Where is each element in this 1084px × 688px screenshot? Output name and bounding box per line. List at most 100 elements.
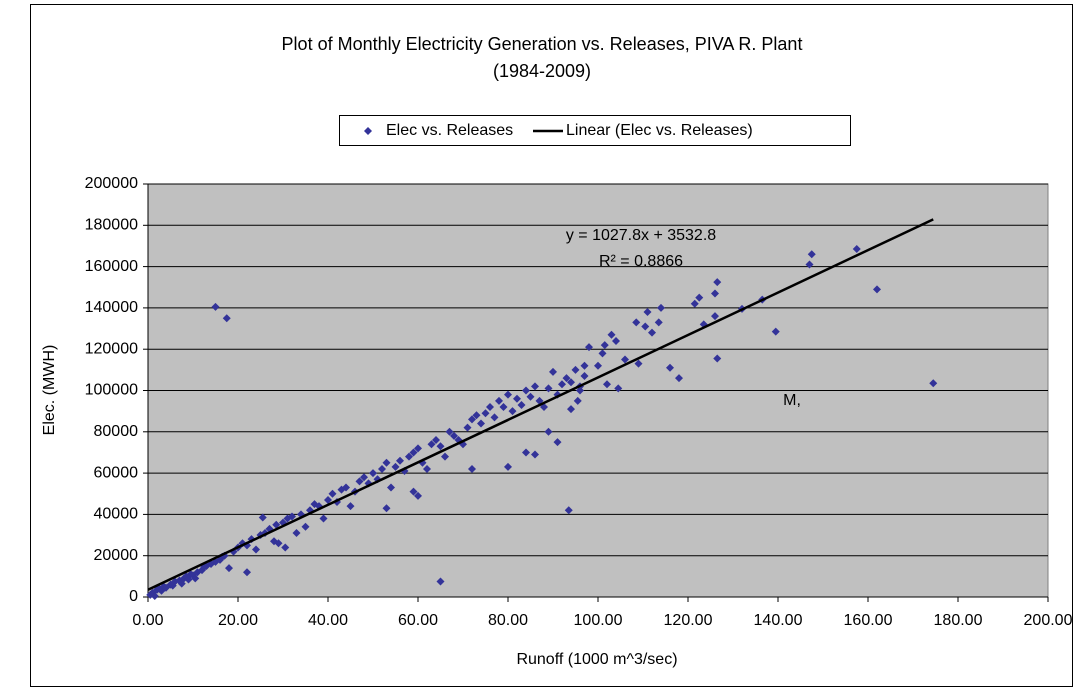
data-point: [222, 314, 231, 323]
data-point: [382, 504, 391, 513]
data-point: [258, 513, 267, 522]
data-point: [387, 483, 395, 492]
chart-title: Plot of Monthly Electricity Generation v…: [282, 34, 803, 54]
y-tick-label: 20000: [94, 547, 139, 564]
data-point: [508, 407, 517, 416]
y-tick-label: 60000: [94, 464, 139, 481]
data-point: [654, 318, 663, 327]
data-point: [634, 359, 643, 368]
annotation: y = 1027.8x + 3532.8: [566, 227, 716, 244]
data-point: [929, 379, 938, 388]
annotation: R² = 0.8866: [599, 253, 683, 270]
data-point: [409, 487, 418, 496]
data-point: [272, 520, 281, 529]
x-tick-label: 180.00: [934, 612, 983, 629]
data-point: [463, 423, 472, 432]
data-point: [355, 477, 364, 486]
data-point: [328, 489, 337, 498]
data-point: [614, 384, 623, 393]
data-point: [477, 419, 485, 428]
legend-label: Elec vs. Releases: [386, 122, 513, 139]
data-point: [643, 308, 652, 317]
data-point: [713, 278, 722, 287]
data-point: [690, 299, 699, 308]
data-point: [711, 312, 719, 321]
data-point: [675, 374, 683, 383]
y-axis-label: Elec. (MWH): [41, 345, 58, 436]
data-point: [301, 522, 310, 531]
data-point: [571, 365, 580, 374]
data-point: [490, 413, 499, 422]
x-tick-label: 60.00: [398, 612, 438, 629]
data-point: [598, 349, 607, 358]
data-point: [252, 545, 260, 554]
x-tick-label: 120.00: [664, 612, 713, 629]
y-tick-label: 180000: [85, 217, 138, 234]
y-tick-label: 160000: [85, 258, 138, 275]
data-point: [641, 322, 650, 331]
data-point: [414, 491, 422, 500]
x-tick-label: 160.00: [844, 612, 893, 629]
data-point: [504, 462, 512, 471]
legend: [339, 115, 851, 146]
data-point: [531, 450, 539, 459]
annotation: M,: [783, 392, 801, 409]
data-point: [225, 564, 233, 573]
data-point: [382, 458, 391, 467]
data-point: [567, 405, 575, 414]
y-tick-label: 200000: [85, 175, 138, 192]
data-point: [306, 506, 314, 515]
data-point: [288, 512, 296, 521]
trend-line: [147, 218, 934, 591]
y-tick-label: 80000: [94, 423, 139, 440]
data-point: [517, 400, 526, 409]
data-point: [405, 452, 413, 461]
data-point: [191, 574, 200, 583]
data-point: [807, 250, 816, 259]
data-point: [544, 427, 553, 436]
data-point: [632, 318, 641, 327]
data-point: [567, 378, 575, 387]
data-point: [711, 289, 719, 298]
x-tick-label: 20.00: [218, 612, 258, 629]
data-point: [292, 528, 301, 537]
data-point: [281, 543, 290, 552]
y-tick-label: 120000: [85, 340, 138, 357]
data-point: [580, 372, 589, 381]
x-axis-label: Runoff (1000 m^3/sec): [516, 651, 677, 668]
x-tick-label: 80.00: [488, 612, 528, 629]
data-point: [513, 394, 521, 403]
data-point: [522, 386, 530, 395]
x-tick-label: 140.00: [754, 612, 803, 629]
data-point: [445, 427, 454, 436]
data-point: [427, 440, 436, 449]
data-point: [852, 245, 861, 254]
data-point: [211, 302, 220, 311]
data-point: [805, 260, 814, 269]
data-point: [360, 473, 368, 482]
data-point: [274, 539, 283, 548]
data-point: [481, 409, 490, 418]
data-point: [409, 448, 418, 457]
data-point: [600, 341, 609, 350]
data-point: [657, 303, 665, 312]
data-point: [369, 469, 377, 478]
data-point: [873, 285, 881, 294]
data-point: [526, 392, 535, 401]
data-point: [544, 384, 553, 393]
data-point: [378, 464, 386, 473]
x-tick-label: 100.00: [574, 612, 623, 629]
y-tick-label: 40000: [94, 506, 139, 523]
data-point: [580, 361, 589, 370]
data-point: [319, 514, 328, 523]
data-point: [549, 367, 557, 376]
data-point: [562, 374, 571, 383]
data-point: [564, 506, 573, 515]
data-point: [495, 396, 503, 405]
data-point: [391, 462, 400, 471]
data-point: [346, 502, 355, 511]
data-point: [150, 591, 159, 600]
y-tick-label: 140000: [85, 299, 138, 316]
data-point: [576, 386, 584, 395]
